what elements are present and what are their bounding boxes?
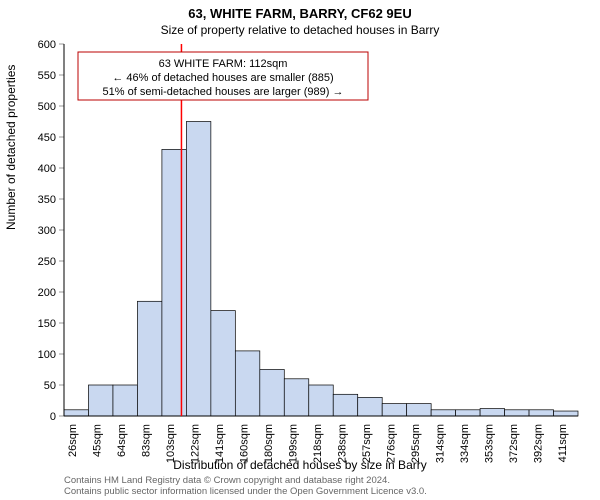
footer-attribution: Contains HM Land Registry data © Crown c… [64, 476, 427, 498]
histogram-bar [431, 410, 455, 416]
annotation-line: 51% of semi-detached houses are larger (… [103, 86, 344, 98]
histogram-bar [309, 385, 333, 416]
y-axis-label: Number of detached properties [4, 65, 18, 230]
histogram-bar [186, 122, 210, 417]
histogram-bar [505, 410, 529, 416]
chart-title-1: 63, WHITE FARM, BARRY, CF62 9EU [0, 6, 600, 21]
histogram-bar [137, 301, 161, 416]
x-tick-label: 411sqm [557, 424, 569, 462]
histogram-bar [88, 385, 112, 416]
histogram-bar [456, 410, 480, 416]
histogram-bar [235, 351, 259, 416]
y-tick-label: 300 [38, 225, 56, 237]
y-tick-label: 500 [38, 101, 56, 113]
y-tick-label: 50 [44, 380, 56, 392]
footer-line-2: Contains public sector information licen… [64, 487, 427, 498]
y-tick-label: 150 [38, 318, 56, 330]
chart-container: 63, WHITE FARM, BARRY, CF62 9EU Size of … [0, 0, 600, 500]
x-tick-label: 45sqm [92, 424, 104, 457]
histogram-bar [358, 397, 382, 416]
x-tick-label: 26sqm [67, 424, 79, 457]
x-tick-label: 103sqm [165, 424, 177, 463]
y-tick-label: 0 [50, 411, 56, 423]
histogram-bar [260, 370, 284, 417]
histogram-bar [382, 404, 406, 416]
x-tick-label: 353sqm [483, 424, 495, 463]
y-tick-label: 350 [38, 194, 56, 206]
x-tick-label: 238sqm [336, 424, 348, 463]
histogram-bar [284, 379, 308, 416]
x-tick-label: 276sqm [385, 424, 397, 463]
y-tick-label: 450 [38, 132, 56, 144]
plot-area: 05010015020025030035040045050055060026sq… [64, 44, 578, 416]
x-tick-label: 199sqm [288, 424, 300, 463]
y-tick-label: 400 [38, 163, 56, 175]
histogram-bar [64, 410, 88, 416]
histogram-bar [162, 149, 186, 416]
annotation-line: 63 WHITE FARM: 112sqm [159, 58, 288, 70]
x-tick-label: 83sqm [141, 424, 153, 457]
x-tick-label: 141sqm [214, 424, 226, 463]
chart-title-2: Size of property relative to detached ho… [0, 23, 600, 37]
x-tick-label: 160sqm [239, 424, 251, 463]
y-tick-label: 100 [38, 349, 56, 361]
annotation-line: ← 46% of detached houses are smaller (88… [112, 72, 333, 84]
x-tick-label: 372sqm [508, 424, 520, 463]
x-tick-label: 122sqm [190, 424, 202, 463]
x-tick-label: 64sqm [116, 424, 128, 457]
x-tick-label: 257sqm [361, 424, 373, 463]
x-tick-label: 314sqm [434, 424, 446, 463]
x-tick-label: 295sqm [410, 424, 422, 463]
y-tick-label: 200 [38, 287, 56, 299]
histogram-bar [407, 404, 431, 416]
y-tick-label: 600 [38, 39, 56, 51]
x-tick-label: 334sqm [459, 424, 471, 463]
histogram-bar [211, 311, 235, 416]
histogram-bar [554, 411, 578, 416]
histogram-bar [529, 410, 553, 416]
histogram-bar [333, 394, 357, 416]
y-tick-label: 250 [38, 256, 56, 268]
y-tick-label: 550 [38, 70, 56, 82]
histogram-bar [480, 409, 504, 416]
histogram-bar [113, 385, 137, 416]
x-tick-label: 392sqm [532, 424, 544, 463]
x-tick-label: 218sqm [312, 424, 324, 463]
x-tick-label: 180sqm [263, 424, 275, 463]
